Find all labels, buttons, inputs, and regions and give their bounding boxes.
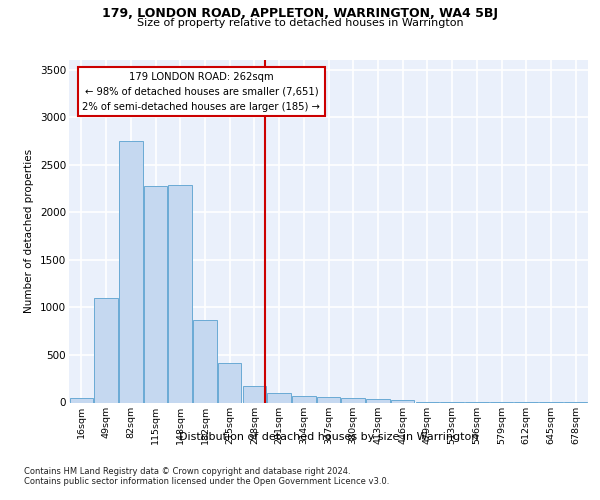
Bar [119, 141, 143, 403]
Bar [144, 186, 167, 402]
Bar [169, 184, 192, 402]
Text: 179, LONDON ROAD, APPLETON, WARRINGTON, WA4 5BJ: 179, LONDON ROAD, APPLETON, WARRINGTON, … [102, 8, 498, 20]
Bar [70, 398, 93, 402]
Bar [391, 400, 415, 402]
Bar [341, 398, 365, 402]
Text: 179 LONDON ROAD: 262sqm
← 98% of detached houses are smaller (7,651)
2% of semi-: 179 LONDON ROAD: 262sqm ← 98% of detache… [82, 72, 320, 112]
Bar [218, 363, 241, 403]
Text: Size of property relative to detached houses in Warrington: Size of property relative to detached ho… [137, 18, 463, 28]
Bar [268, 393, 291, 402]
Text: Distribution of detached houses by size in Warrington: Distribution of detached houses by size … [179, 432, 478, 442]
Text: Contains HM Land Registry data © Crown copyright and database right 2024.: Contains HM Land Registry data © Crown c… [24, 467, 350, 476]
Bar [193, 320, 217, 402]
Bar [317, 398, 340, 402]
Bar [242, 386, 266, 402]
Bar [366, 398, 389, 402]
Text: Contains public sector information licensed under the Open Government Licence v3: Contains public sector information licen… [24, 477, 389, 486]
Y-axis label: Number of detached properties: Number of detached properties [25, 149, 34, 314]
Bar [94, 298, 118, 403]
Bar [292, 396, 316, 402]
